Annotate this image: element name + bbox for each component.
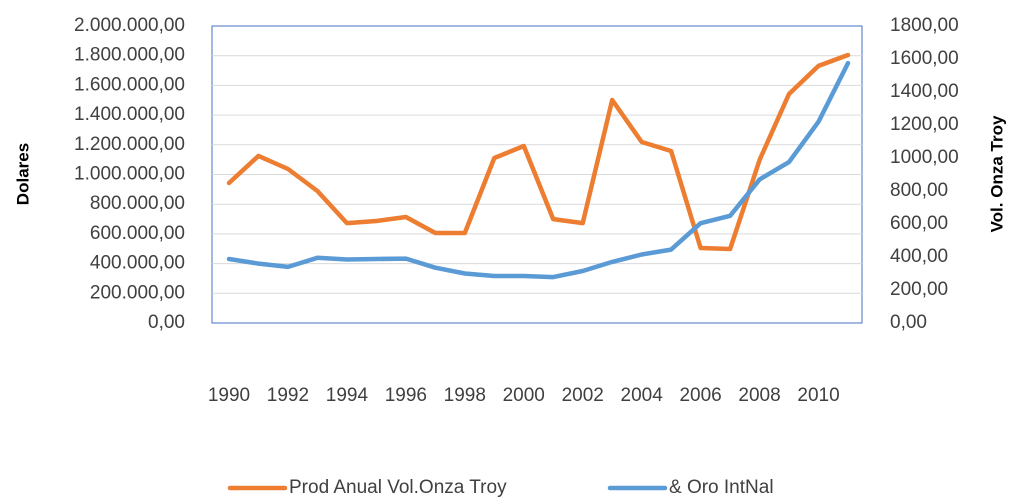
y-tick-label: 200.000,00 (90, 282, 185, 303)
legend-label: & Oro IntNal (669, 477, 774, 498)
y2-tick-label: 400,00 (890, 246, 948, 267)
y2-tick-label: 1000,00 (890, 147, 959, 168)
y2-tick-label: 1400,00 (890, 81, 959, 102)
y-tick-label: 600.000,00 (90, 223, 185, 244)
y-axis-title: Dolares (13, 143, 32, 205)
y-tick-label: 1.400.000,00 (74, 104, 185, 125)
y-tick-label: 400.000,00 (90, 253, 185, 274)
y2-tick-label: 1800,00 (890, 15, 959, 36)
y-tick-label: 2.000.000,00 (74, 15, 185, 36)
y2-tick-label: 1600,00 (890, 48, 959, 69)
series-line (226, 60, 851, 280)
x-tick-label: 1998 (444, 385, 486, 406)
x-tick-label: 1996 (385, 385, 427, 406)
series-line (226, 52, 851, 252)
y-tick-label: 1.600.000,00 (74, 74, 185, 95)
x-tick-label: 1994 (326, 385, 369, 406)
x-tick-label: 2008 (738, 385, 780, 406)
y-tick-label: 800.000,00 (90, 193, 185, 214)
y2-tick-label: 800,00 (890, 180, 948, 201)
y-tick-label: 1.200.000,00 (74, 134, 185, 155)
x-tick-label: 1990 (208, 385, 250, 406)
y-tick-label: 1.000.000,00 (74, 164, 185, 185)
y2-tick-label: 200,00 (890, 279, 948, 300)
x-tick-label: 2002 (562, 385, 604, 406)
y-tick-label: 0,00 (148, 312, 185, 333)
y2-tick-label: 600,00 (890, 213, 948, 234)
y2-tick-label: 0,00 (890, 312, 927, 333)
x-tick-label: 2006 (679, 385, 721, 406)
x-tick-label: 1992 (267, 385, 309, 406)
y-tick-label: 1.800.000,00 (74, 45, 185, 66)
x-tick-label: 2004 (621, 385, 664, 406)
y2-tick-label: 1200,00 (890, 114, 959, 135)
x-tick-label: 2000 (503, 385, 545, 406)
legend-label: Prod Anual Vol.Onza Troy (289, 477, 507, 498)
y2-axis-title: Vol. Onza Troy (987, 115, 1006, 232)
x-tick-label: 2010 (797, 385, 839, 406)
